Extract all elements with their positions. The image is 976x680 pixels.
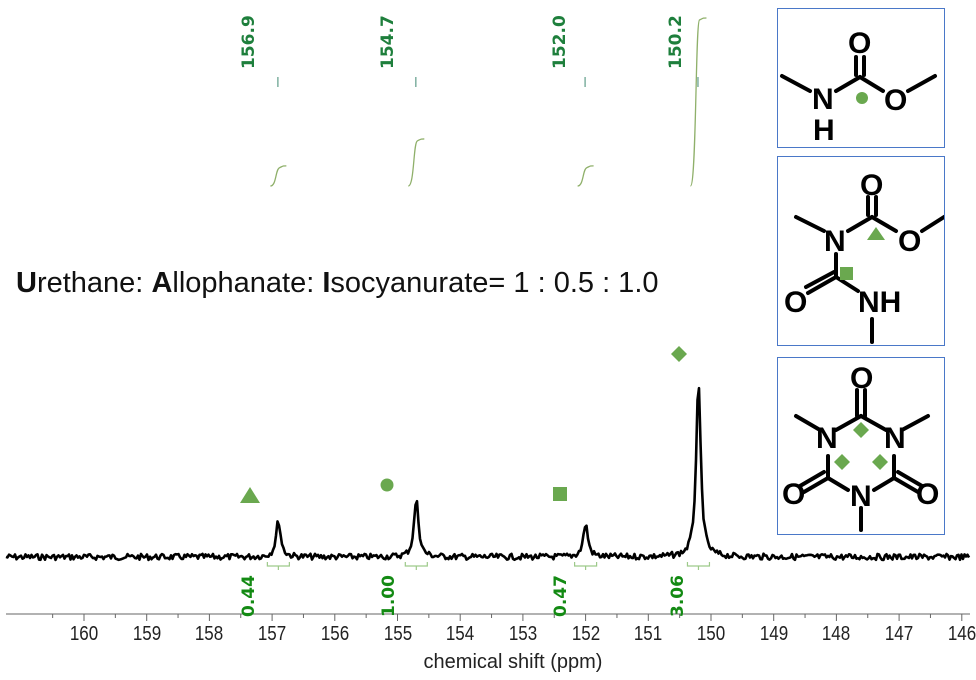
x-tick-label: 150 bbox=[696, 623, 726, 645]
integral-value-0-47: 0.47 bbox=[551, 575, 571, 617]
x-tick-label: 156 bbox=[320, 623, 349, 645]
ratio-u-rest: rethane: bbox=[36, 267, 152, 299]
x-axis-ticks bbox=[52, 614, 963, 621]
triangle-marker-icon bbox=[240, 487, 260, 503]
x-axis-label: chemical shift (ppm) bbox=[423, 651, 603, 673]
svg-text:O: O bbox=[898, 225, 921, 258]
integral-brackets bbox=[266, 562, 711, 570]
svg-text:O: O bbox=[860, 169, 883, 202]
peak-label-152-0: 152.0 bbox=[550, 15, 570, 69]
svg-text:N: N bbox=[850, 480, 872, 513]
integral-value-0-44: 0.44 bbox=[239, 575, 259, 617]
integral-value-1-00: 1.00 bbox=[379, 575, 399, 617]
svg-text:O: O bbox=[916, 478, 939, 511]
integral-value-3-06: 3.06 bbox=[668, 575, 688, 617]
x-tick-label: 149 bbox=[759, 623, 788, 645]
svg-text:O: O bbox=[850, 362, 873, 395]
svg-text:N: N bbox=[824, 225, 846, 258]
ratio-a-rest: llophanate: bbox=[172, 267, 323, 299]
svg-text:O: O bbox=[848, 27, 871, 60]
x-tick-label: 151 bbox=[634, 623, 663, 645]
svg-text:O: O bbox=[884, 84, 907, 117]
x-tick-label: 152 bbox=[571, 623, 600, 645]
x-tick-label: 148 bbox=[822, 623, 851, 645]
x-tick-label: 158 bbox=[195, 623, 224, 645]
peak-label-150-2: 150.2 bbox=[666, 15, 686, 69]
spectrum-trace bbox=[5, 386, 971, 562]
isocyanurate-diamond-marker-icon-3 bbox=[872, 454, 888, 470]
ratio-i-initial: I bbox=[322, 267, 331, 299]
allophanate-structure: O N O O NH bbox=[784, 169, 946, 344]
square-marker-icon bbox=[553, 487, 567, 501]
svg-text:N: N bbox=[884, 422, 906, 455]
allophanate-triangle-marker-icon bbox=[867, 227, 885, 240]
x-tick-label: 153 bbox=[508, 623, 538, 645]
svg-text:NH: NH bbox=[858, 286, 901, 319]
ratio-i-rest: socyanurate= 1 : 0.5 : 1.0 bbox=[330, 267, 659, 299]
diamond-marker-icon bbox=[671, 346, 687, 362]
x-tick-label: 157 bbox=[257, 623, 287, 645]
peak-label-ticks bbox=[277, 77, 699, 87]
allophanate-square-marker-icon bbox=[840, 267, 853, 280]
svg-text:O: O bbox=[784, 286, 807, 319]
urethane-circle-marker-icon bbox=[856, 92, 868, 104]
integral-curves bbox=[270, 17, 707, 187]
ratio-u-initial: U bbox=[16, 267, 37, 299]
isocyanurate-diamond-marker-icon bbox=[853, 422, 869, 438]
urethane-structure-box: O N H O bbox=[777, 8, 945, 148]
peak-label-156-9: 156.9 bbox=[239, 15, 259, 69]
urethane-structure: O N H O bbox=[780, 27, 937, 147]
x-tick-label: 159 bbox=[132, 623, 161, 645]
ratio-a-initial: A bbox=[151, 267, 173, 299]
x-tick-label: 155 bbox=[383, 623, 412, 645]
x-tick-label: 154 bbox=[446, 623, 475, 645]
circle-marker-icon bbox=[380, 478, 394, 492]
svg-text:N: N bbox=[816, 422, 838, 455]
x-tick-label: 147 bbox=[884, 623, 914, 645]
svg-text:O: O bbox=[782, 478, 805, 511]
isocyanurate-diamond-marker-icon-2 bbox=[834, 454, 850, 470]
isocyanurate-structure: O N N O N O bbox=[782, 362, 939, 532]
svg-text:N: N bbox=[812, 83, 834, 116]
ratio-annotation: Urethane: Allophanate: Isocyanurate= 1 :… bbox=[16, 267, 659, 300]
isocyanurate-structure-box: O N N O N O bbox=[777, 357, 945, 535]
x-tick-label: 160 bbox=[69, 623, 99, 645]
svg-text:H: H bbox=[813, 114, 835, 147]
allophanate-structure-box: O N O O NH bbox=[777, 156, 946, 346]
x-tick-label: 146 bbox=[947, 623, 976, 645]
peak-label-154-7: 154.7 bbox=[378, 15, 398, 69]
